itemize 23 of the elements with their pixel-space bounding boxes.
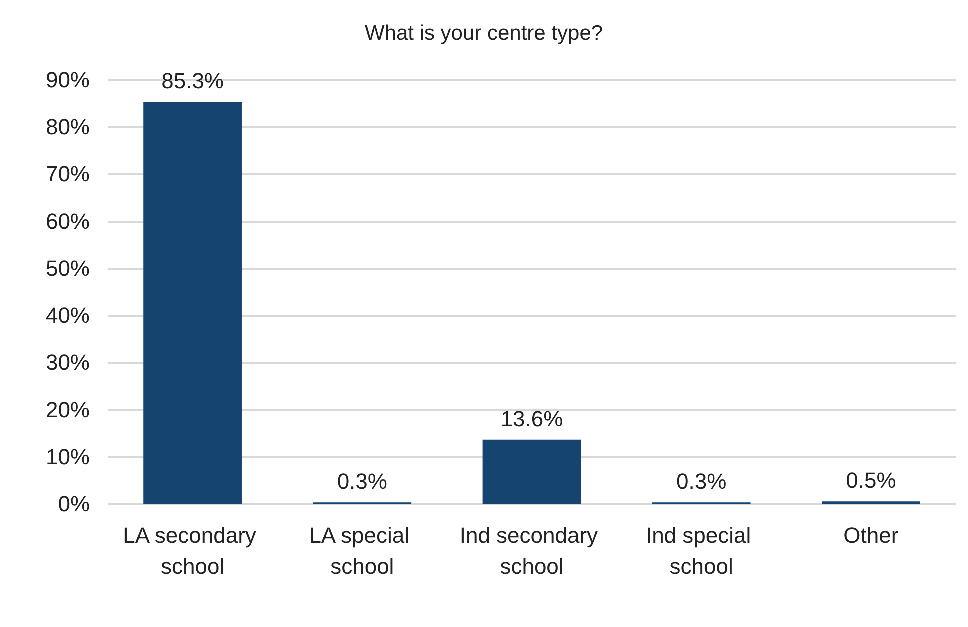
y-tick-label: 60%: [46, 208, 90, 234]
data-label: 85.3%: [162, 68, 224, 94]
data-label: 0.3%: [676, 469, 727, 494]
y-tick-label: 20%: [46, 397, 90, 422]
bar: [144, 102, 242, 504]
x-tick-label: LA secondary school: [123, 523, 263, 579]
data-label: 13.6%: [500, 406, 564, 432]
y-tick-label: 50%: [46, 256, 90, 281]
x-tick-label: Ind special school: [646, 523, 758, 579]
y-tick-label: 0%: [58, 492, 90, 516]
x-tick-label: Ind secondary school: [460, 523, 604, 579]
y-tick-label: 10%: [46, 444, 90, 470]
y-tick-label: 90%: [46, 68, 90, 92]
x-tick-label: Other: [844, 523, 899, 548]
data-label: 0.5%: [846, 468, 896, 494]
x-tick-label: LA special school: [309, 523, 416, 579]
bar: [482, 440, 582, 504]
chart-title: What is your centre type?: [364, 22, 604, 45]
y-tick-label: 70%: [46, 162, 90, 187]
y-tick-label: 40%: [46, 303, 90, 328]
data-label: 0.3%: [337, 469, 388, 494]
y-tick-label: 30%: [46, 350, 90, 376]
y-tick-label: 80%: [46, 114, 90, 140]
